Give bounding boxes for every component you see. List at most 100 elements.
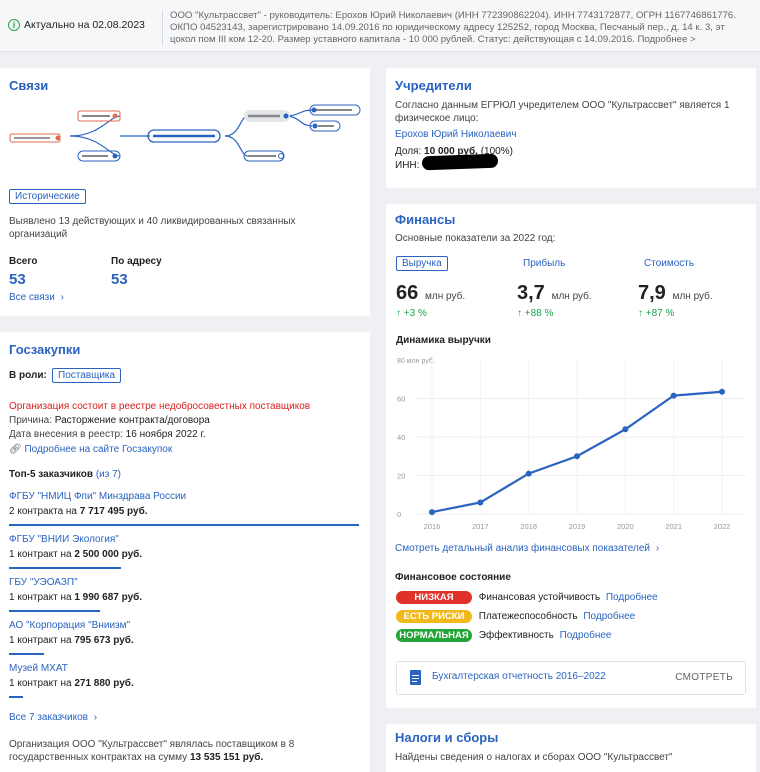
founder-inn: ИНН: 7 [395,160,428,171]
top-customers-label: Топ-5 заказчиков (из 7) [9,469,122,480]
all-customers-link[interactable]: Все 7 заказчиков › [9,712,98,723]
chevron-right-icon: › [93,712,98,723]
taxes-title[interactable]: Налоги и сборы [395,730,499,745]
list-item: ФГБУ "ВНИИ Экология" 1 контракт на 2 500… [9,534,361,577]
link-icon: 🔗︎ [9,444,22,455]
customer-name[interactable]: ФГБУ "ВНИИ Экология" [9,534,119,545]
all-links-link[interactable]: Все связи › [9,292,64,303]
state-row-stability: НИЗКАЯ Финансовая устойчивость Подробнее [396,591,658,604]
y-axis-label: 80 млн руб. [397,357,435,365]
zakupki-link[interactable]: 🔗︎ Подробнее на сайте Госзакупок [9,444,173,455]
report-view-button[interactable]: СМОТРЕТЬ [675,672,733,683]
customer-name[interactable]: ГБУ "УЭОАЗП" [9,577,78,588]
y-tick-label: 60 [397,395,405,404]
report-row[interactable]: Бухгалтерская отчетность 2016–2022 СМОТР… [396,661,746,695]
banner-line-3[interactable]: цокол пом III ком 12-20. Размер уставног… [170,34,696,45]
customer-name[interactable]: АО "Корпорация "Вниизм" [9,620,131,631]
customer-name[interactable]: ФГБУ "НМИЦ Фпи" Минздрава России [9,491,187,502]
redaction-mark [421,153,499,171]
data-point [429,509,435,516]
procurement-summary: Организация ООО "Культрассвет" являлась … [9,739,295,763]
finance-title[interactable]: Финансы [395,212,456,227]
tab-profit[interactable]: Прибыль [523,258,566,269]
founders-text-1: Согласно данным ЕГРЮЛ учредителем ООО "К… [395,100,730,111]
state-row-solvency: ЕСТЬ РИСКИ Платежеспособность Подробнее [396,610,635,623]
metric-revenue-delta: ↑ +3 % [396,308,427,319]
more-link[interactable]: Подробнее [559,630,612,641]
x-tick-label: 2020 [617,522,634,531]
data-point [719,388,725,395]
finance-card: Финансы Основные показатели за 2022 год:… [386,204,756,708]
metric-value-delta: ↑ +87 % [638,308,675,319]
date-row: Дата внесения в реестр: 16 ноября 2022 г… [9,429,206,440]
total-label: Всего [9,256,38,267]
document-icon [410,670,421,685]
actual-date: Актуально на 02.08.2023 [24,19,145,31]
share-bar [9,524,359,526]
banner-line-2: ОКПО 04523143, зарегистрировано 14.09.20… [170,22,725,33]
address-label: По адресу [111,256,162,267]
metric-value: 7,9 млн руб. [638,282,713,304]
list-item: АО "Корпорация "Вниизм" 1 контракт на 79… [9,620,361,663]
founder-name-link[interactable]: Ерохов Юрий Николаевич [395,129,517,140]
metric-revenue: 66 млн руб. [396,282,466,304]
banner-line-1: ООО "Культрассвет" - руководитель: Ерохо… [170,10,736,21]
data-point [670,392,677,399]
data-point [622,426,629,433]
state-title: Финансовое состояние [395,572,511,583]
unscrupulous-warning: Организация состоит в реестре недобросов… [9,401,311,412]
x-tick-label: 2022 [714,522,731,531]
tab-revenue[interactable]: Выручка [396,256,448,271]
taxes-text: Найдены сведения о налогах и сборах ООО … [395,752,673,763]
state-row-efficiency: НОРМАЛЬНАЯ Эффективность Подробнее [396,629,611,642]
revenue-chart: 80 млн руб. 0 20 40 60 2016 2017 2018 2019 2020 20… [397,357,746,531]
share-bar [9,567,121,569]
list-item: ГБУ "УЭОАЗП" 1 контракт на 1 990 687 руб… [9,577,361,620]
status-badge: НИЗКАЯ [396,591,472,604]
more-link[interactable]: Подробнее [583,611,636,622]
data-point [574,453,580,460]
info-icon: i [8,19,20,31]
share-bar [9,653,44,655]
list-item: Музей МХАТ 1 контракт на 271 880 руб. [9,663,361,706]
status-badge: ЕСТЬ РИСКИ [396,610,472,623]
role-tag[interactable]: Поставщика [52,368,122,383]
founders-text-2: физическое лицо: [395,113,479,124]
detail-analysis-link[interactable]: Смотреть детальный анализ финансовых пок… [395,543,660,554]
y-tick-label: 20 [397,472,405,481]
tab-value[interactable]: Стоимость [644,258,695,269]
founder-share: Доля: 10 000 руб. (100%) [395,146,513,157]
report-link[interactable]: Бухгалтерская отчетность 2016–2022 [432,671,606,682]
data-point [525,470,532,477]
customer-name[interactable]: Музей МХАТ [9,663,68,674]
total-value[interactable]: 53 [9,271,26,288]
more-link[interactable]: Подробнее [605,592,658,603]
share-bar [9,610,100,612]
metric-profit: 3,7 млн руб. [517,282,592,304]
finance-subtitle: Основные показатели за 2022 год: [395,233,556,244]
y-tick-label: 40 [397,433,405,442]
founders-card: Учредители Согласно данным ЕГРЮЛ учредит… [386,68,756,188]
links-card: Связи Исторические [0,68,370,316]
list-item: ФГБУ "НМИЦ Фпи" Минздрава России 2 контр… [9,491,361,534]
procurement-title[interactable]: Госзакупки [9,342,81,357]
links-graph[interactable] [0,104,370,194]
data-point [477,499,484,506]
address-value[interactable]: 53 [111,271,128,288]
y-tick-label: 0 [397,510,401,519]
x-tick-label: 2018 [520,522,537,531]
historical-tag[interactable]: Исторические [9,189,86,204]
x-tick-label: 2021 [665,522,682,531]
chevron-right-icon: › [60,292,64,303]
founders-title[interactable]: Учредители [395,78,472,93]
share-bar [9,696,23,698]
metric-profit-delta: ↑ +88 % [517,308,554,319]
customers-list: ФГБУ "НМИЦ Фпи" Минздрава России 2 контр… [9,491,361,706]
info-banner: i Актуально на 02.08.2023 ООО "Культрасс… [0,0,760,52]
chevron-right-icon: › [655,543,660,554]
links-description: Выявлено 13 действующих и 40 ликвидирова… [9,216,296,240]
reason-row: Причина: Расторжение контракта/договора [9,415,210,426]
chart-title: Динамика выручки [396,335,491,346]
links-title[interactable]: Связи [9,78,49,93]
role-label: В роли: [9,370,47,381]
